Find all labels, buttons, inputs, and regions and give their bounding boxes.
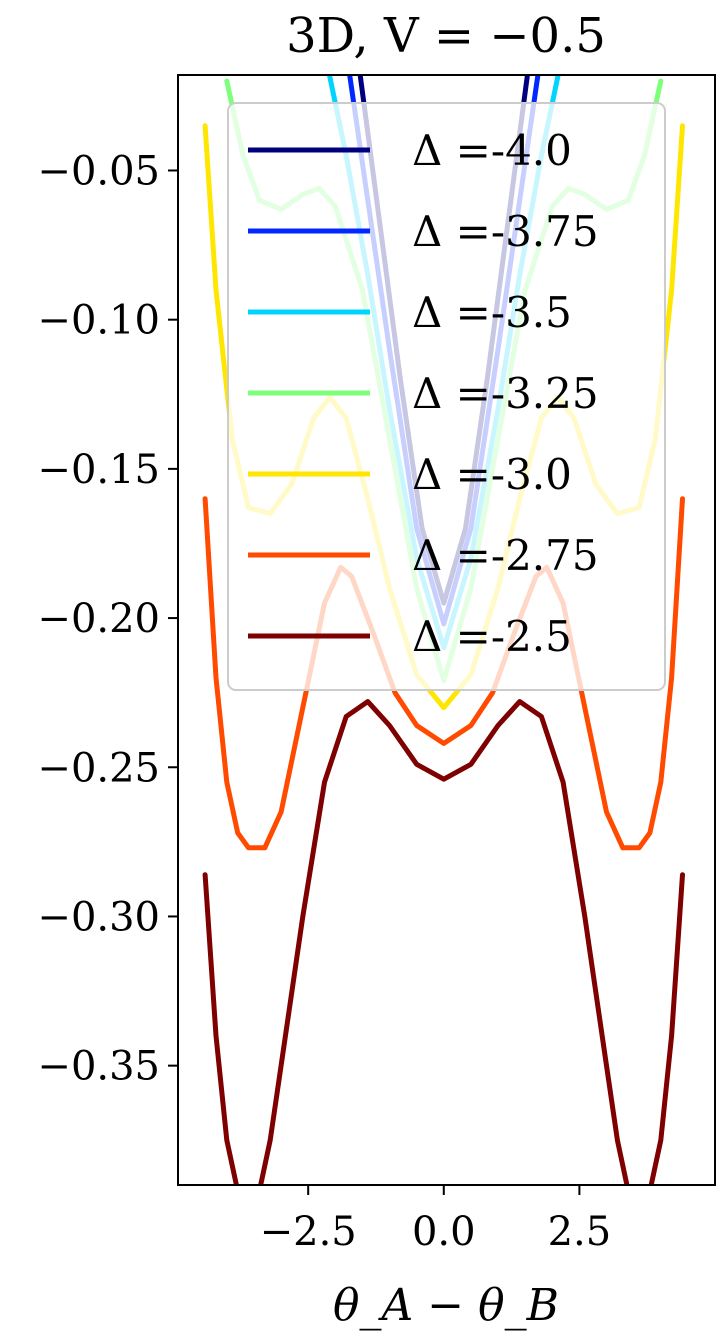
y-tick-label: −0.25: [37, 745, 160, 791]
legend: Δ =-4.0 Δ =-3.75 Δ =-3.5 Δ =-3.25 Δ =-3.0 Δ =…: [227, 102, 666, 691]
tick-layer: −2.5 0.0 2.5 −0.05 −0.10 −0.15 −0.20 −0.25 −0.30…: [37, 148, 611, 1255]
x-tick-label: 2.5: [548, 1209, 612, 1255]
legend-label: Δ =-3.75: [412, 207, 599, 256]
series-line: [202, 699, 685, 1185]
legend-label: Δ =-2.75: [412, 531, 599, 580]
series-line: [202, 496, 685, 851]
x-tick-label: −2.5: [260, 1209, 357, 1255]
plot-frame: [177, 74, 716, 1186]
y-tick-label: −0.10: [37, 298, 160, 344]
legend-label: Δ =-3.0: [412, 450, 572, 499]
y-tick-label: −0.15: [37, 447, 160, 493]
legend-label: Δ =-3.5: [412, 288, 572, 337]
y-tick-label: −0.05: [37, 148, 160, 194]
legend-label: Δ =-4.0: [412, 126, 572, 175]
y-tick-label: −0.30: [37, 894, 160, 940]
legend-label: Δ =-2.5: [412, 612, 572, 661]
x-axis-label: θ_A − θ_B: [333, 1280, 559, 1331]
legend-label: Δ =-3.25: [412, 369, 599, 418]
x-tick-label: 0.0: [412, 1209, 476, 1255]
chart-title: 3D, V = −0.5: [286, 8, 606, 64]
legend-box: [227, 102, 666, 691]
y-tick-label: −0.35: [37, 1044, 160, 1090]
legend-items: Δ =-4.0 Δ =-3.75 Δ =-3.5 Δ =-3.25 Δ =-3.0 Δ =…: [248, 126, 599, 661]
y-tick-label: −0.20: [37, 596, 160, 642]
